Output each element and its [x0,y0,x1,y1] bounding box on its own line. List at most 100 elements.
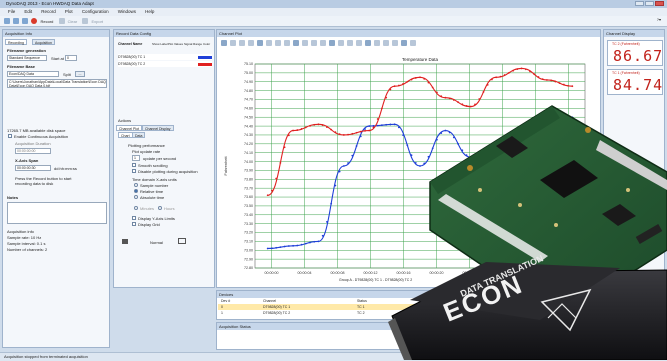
display-grid-checkbox[interactable] [132,222,136,226]
start-at-input[interactable]: 0 [65,55,77,61]
menu-help[interactable]: Help [145,9,155,14]
record-config-panel: Record Data Config Channel Name Show Lab… [113,29,215,288]
menu-configuration[interactable]: Configuration [81,9,109,14]
tab-acquisition[interactable]: Acquisition [32,39,55,45]
plot-tool-icon[interactable] [365,40,371,46]
series-point [338,133,341,136]
tab-channel-display[interactable]: Channel Display [142,125,174,131]
tab-recording[interactable]: Recording [5,39,27,45]
hours-radio[interactable] [158,206,162,210]
channel-color-swatch[interactable] [198,63,212,66]
plot-tool-icon[interactable] [230,40,236,46]
actions-label[interactable]: Actions [118,118,132,123]
save-icon[interactable] [22,18,29,24]
update-rate-input[interactable]: 1 [132,155,140,161]
menu-edit[interactable]: Edit [24,9,33,14]
export-icon[interactable] [82,18,89,24]
browse-button[interactable]: ... [75,71,85,77]
series-point [461,149,464,152]
y-tick-label: 73.60 [244,195,253,199]
plot-tool-icon[interactable] [221,40,227,46]
menu-record[interactable]: Record [41,9,56,14]
disable-plotting-checkbox[interactable] [132,169,136,173]
notes-textarea[interactable] [7,202,107,224]
menu-file[interactable]: File [8,9,16,14]
minutes-label: Minutes [140,206,155,211]
maximize-button[interactable] [645,1,654,6]
y-axis-label: Fahrenheit [223,156,228,176]
filename-mode-select[interactable]: Standard Sequence [7,55,47,61]
plot-tool-icon[interactable] [374,40,380,46]
series-point [444,129,447,132]
enable-continuous-checkbox[interactable] [8,134,12,138]
col-show-label: Show Label [152,42,168,46]
stretched-size-icon[interactable] [178,238,186,244]
minutes-radio[interactable] [134,206,138,210]
series-point [271,189,273,192]
series-point [410,78,413,81]
plot-tool-icon[interactable] [266,40,272,46]
sample-number-radio[interactable] [134,183,138,187]
channel-count-text: Number of channels: 2 [7,247,48,252]
export-button-label[interactable]: Export [91,18,104,24]
plot-tool-icon[interactable] [302,40,308,46]
plot-tool-icon[interactable] [383,40,389,46]
series-point [440,95,443,98]
tab-channel-plot[interactable]: Channel Plot [116,125,143,131]
filename-base-input[interactable]: Econ/DAQ Data [7,71,59,77]
plot-tool-icon[interactable] [257,40,263,46]
plot-tool-icon[interactable] [401,40,407,46]
smooth-scrolling-checkbox[interactable] [132,163,136,167]
plot-tool-icon[interactable] [239,40,245,46]
minimize-button[interactable] [635,1,644,6]
plot-tool-icon[interactable] [248,40,254,46]
plot-tool-icon[interactable] [284,40,290,46]
channel-row[interactable]: DT9828(00) TC 2 [118,61,212,67]
plot-tool-icon[interactable] [356,40,362,46]
open-icon[interactable] [13,18,20,24]
help-icon[interactable]: ?▾ [656,17,661,22]
series-point [287,245,290,247]
series-point [309,241,311,244]
tc2-readout: TC 2 (Fahrenheit) 86.67 [607,40,663,66]
record-button-label[interactable]: Record [40,18,54,24]
plot-tool-icon[interactable] [293,40,299,46]
plot-tool-icon[interactable] [320,40,326,46]
series-point [368,125,371,127]
series-point [546,79,548,81]
record-icon[interactable] [31,18,38,24]
new-icon[interactable] [4,18,10,24]
absolute-time-radio[interactable] [134,195,138,199]
plot-tool-icon[interactable] [311,40,317,46]
series-point [381,124,383,127]
display-limits-checkbox[interactable] [132,216,136,220]
normal-size-icon[interactable] [122,239,128,244]
connector-strip [438,194,548,262]
plot-tool-icon[interactable] [347,40,353,46]
series-point [567,84,569,87]
close-button[interactable] [655,1,664,6]
stop-icon[interactable] [58,18,65,24]
menu-plot[interactable]: Plot [64,9,73,14]
xaxis-span-heading: X-Axis Span [15,158,39,163]
subtab-data[interactable]: Data [132,132,146,138]
menu-windows[interactable]: Windows [117,9,136,14]
y-tick-label: 74.10 [244,151,253,155]
plot-tool-icon[interactable] [329,40,335,46]
relative-time-radio[interactable] [134,189,138,193]
clear-button-label[interactable]: Clear [67,18,78,24]
acq-duration-input[interactable]: 00:00:00:00 [15,148,51,154]
series-point [304,126,307,129]
plot-toolbar [221,40,441,47]
plot-tool-icon[interactable] [338,40,344,46]
plot-tool-icon[interactable] [410,40,416,46]
channel-row[interactable]: DT9828(00) TC 1 [118,54,212,60]
xaxis-span-input[interactable]: 00:00:00:30 [15,165,51,171]
plot-tool-icon[interactable] [275,40,281,46]
free-space-text: 17265.7 MB available disk space [7,128,66,133]
device-row[interactable]: 1 DT9828(00) TC 2 TC 2 [218,310,600,316]
channel-color-swatch[interactable] [198,56,212,59]
device-logo-icon [540,288,592,332]
series-point [342,165,345,167]
plot-tool-icon[interactable] [392,40,398,46]
